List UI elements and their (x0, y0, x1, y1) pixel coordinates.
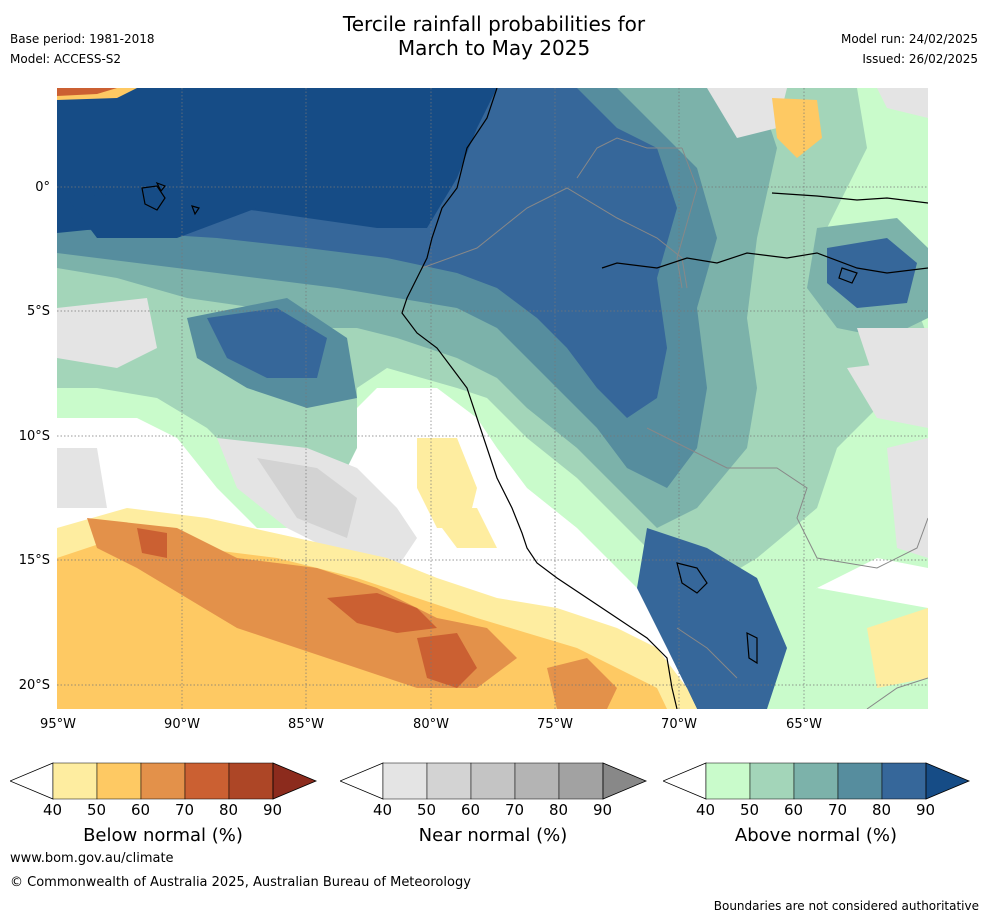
lon-label-90w: 90°W (164, 717, 200, 732)
lat-label-0: 0° (35, 180, 50, 195)
above-tick-60: 60 (784, 801, 804, 819)
colorbar-below: 40 50 60 70 80 90 Below normal (%) (8, 762, 318, 852)
above-normal-title: Above normal (%) (734, 825, 898, 846)
near-tick-80: 80 (549, 801, 569, 819)
colorbar-below-scale (8, 762, 318, 800)
lat-label-10s: 10°S (18, 429, 50, 444)
below-normal-title: Below normal (%) (83, 825, 243, 846)
meta-left: Base period: 1981-2018 Model: ACCESS-S2 (10, 31, 155, 67)
footer-note: Boundaries are not considered authoritat… (713, 899, 979, 913)
above-tick-70: 70 (828, 801, 848, 819)
footer-copyright: © Commonwealth of Australia 2025, Austra… (10, 875, 471, 890)
map-panel (57, 88, 928, 709)
below-normal-field (57, 88, 928, 709)
lon-label-95w: 95°W (40, 717, 76, 732)
below-tick-50: 50 (87, 801, 107, 819)
colorbar-near: 40 50 60 70 80 90 Near normal (%) (338, 762, 648, 852)
footer-url: www.bom.gov.au/climate (10, 851, 174, 866)
below-tick-60: 60 (131, 801, 151, 819)
gridlines (57, 88, 928, 709)
lon-label-70w: 70°W (661, 717, 697, 732)
chart-title: Tercile rainfall probabilities for March… (0, 12, 988, 60)
lat-label-15s: 15°S (18, 553, 50, 568)
below-tick-70: 70 (175, 801, 195, 819)
title-line-1: Tercile rainfall probabilities for (342, 12, 646, 36)
lon-label-65w: 65°W (786, 717, 822, 732)
above-tick-80: 80 (872, 801, 892, 819)
model-text: Model: ACCESS-S2 (10, 52, 122, 66)
above-tick-50: 50 (740, 801, 760, 819)
lat-label-5s: 5°S (26, 304, 50, 319)
colorbar-near-scale (338, 762, 648, 800)
near-normal-field (57, 88, 928, 568)
above-tick-90: 90 (916, 801, 936, 819)
model-run-text: Model run: 24/02/2025 (840, 32, 978, 46)
lat-label-20s: 20°S (18, 678, 50, 693)
colorbar-above-scale (661, 762, 971, 800)
near-normal-title: Near normal (%) (418, 825, 568, 846)
colorbar-above: 40 50 60 70 80 90 Above normal (%) (661, 762, 971, 852)
tercile-map (57, 88, 928, 709)
below-tick-40: 40 (43, 801, 63, 819)
below-tick-90: 90 (263, 801, 283, 819)
issued-text: Issued: 26/02/2025 (862, 52, 978, 66)
base-period-text: Base period: 1981-2018 (10, 32, 155, 46)
near-tick-40: 40 (373, 801, 393, 819)
title-line-2: March to May 2025 (397, 36, 591, 60)
near-tick-90: 90 (593, 801, 613, 819)
below-tick-80: 80 (219, 801, 239, 819)
lon-label-85w: 85°W (288, 717, 324, 732)
lon-label-80w: 80°W (413, 717, 449, 732)
country-borders (421, 137, 928, 709)
above-tick-40: 40 (696, 801, 716, 819)
near-tick-70: 70 (505, 801, 525, 819)
near-tick-50: 50 (417, 801, 437, 819)
lon-label-75w: 75°W (537, 717, 573, 732)
meta-right: Model run: 24/02/2025 Issued: 26/02/2025 (841, 31, 978, 67)
coastlines (141, 88, 928, 709)
near-tick-60: 60 (461, 801, 481, 819)
